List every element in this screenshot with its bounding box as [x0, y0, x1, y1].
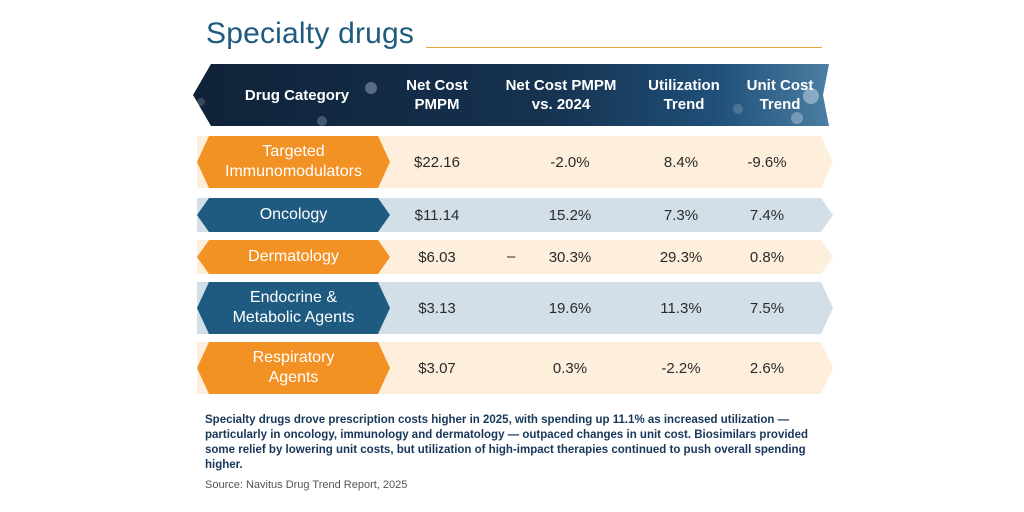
header-decoration-dot	[197, 98, 205, 106]
page-title: Specialty drugs	[206, 17, 415, 50]
col-unit-cost-trend-header: Unit Cost Trend	[746, 77, 814, 113]
col-unit-cost-trend-cell: 0.8%	[749, 248, 785, 266]
drug-category-label: Targeted Immunomodulators	[197, 136, 390, 188]
col-net-cost-pmpm-cell: $22.16	[414, 153, 460, 171]
col-utilization-trend-cell: 8.4%	[663, 153, 699, 171]
header-decoration-dot	[733, 104, 743, 114]
col-utilization-trend-cell: -2.2%	[661, 359, 701, 377]
header-decoration-dot	[365, 82, 377, 94]
col-net-cost-vs-2024-header: Net Cost PMPM vs. 2024	[505, 77, 617, 113]
col-utilization-trend-cell: 11.3%	[660, 299, 702, 317]
dash-mark: –	[507, 248, 516, 265]
drug-category-label: Oncology	[197, 198, 390, 232]
col-net-cost-vs-2024-cell: 15.2%	[548, 206, 592, 224]
col-unit-cost-trend-cell: 7.4%	[749, 206, 785, 224]
col-net-cost-vs-2024-cell: -2.0%	[550, 153, 590, 171]
col-utilization-trend-cell: 29.3%	[659, 248, 703, 266]
col-net-cost-pmpm-cell: $3.13	[418, 299, 456, 317]
col-unit-cost-trend-cell: 2.6%	[749, 359, 785, 377]
col-net-cost-vs-2024-cell: 0.3%	[552, 359, 588, 377]
col-unit-cost-trend-cell: 7.5%	[749, 299, 785, 317]
col-net-cost-vs-2024-cell: 19.6%	[548, 299, 592, 317]
header-decoration-dot	[317, 116, 327, 126]
col-net-cost-pmpm-cell: $6.03	[418, 248, 456, 266]
col-unit-cost-trend-cell: -9.6%	[747, 153, 787, 171]
col-utilization-trend-cell: 7.3%	[663, 206, 699, 224]
col-net-cost-pmpm-cell: $3.07	[418, 359, 456, 377]
col-net-cost-pmpm-header: Net Cost PMPM	[406, 77, 468, 113]
title-underline	[426, 47, 822, 48]
col-drug-category-header: Drug Category	[244, 86, 350, 104]
header-decoration-dot	[791, 112, 803, 124]
drug-category-label: Dermatology	[197, 240, 390, 274]
drug-category-label: Respiratory Agents	[197, 342, 390, 394]
summary-note: Specialty drugs drove prescription costs…	[205, 414, 808, 471]
drug-category-label: Endocrine & Metabolic Agents	[197, 282, 390, 334]
col-net-cost-pmpm-cell: $11.14	[414, 206, 460, 224]
header-decoration-dot	[803, 88, 819, 104]
source-caption: Source: Navitus Drug Trend Report, 2025	[205, 479, 408, 491]
table-header: Drug Category Net Cost PMPM Net Cost PMPM …	[193, 64, 829, 126]
col-net-cost-vs-2024-cell: 30.3%	[548, 248, 592, 266]
col-utilization-trend-header: Utilization Trend	[648, 77, 720, 113]
